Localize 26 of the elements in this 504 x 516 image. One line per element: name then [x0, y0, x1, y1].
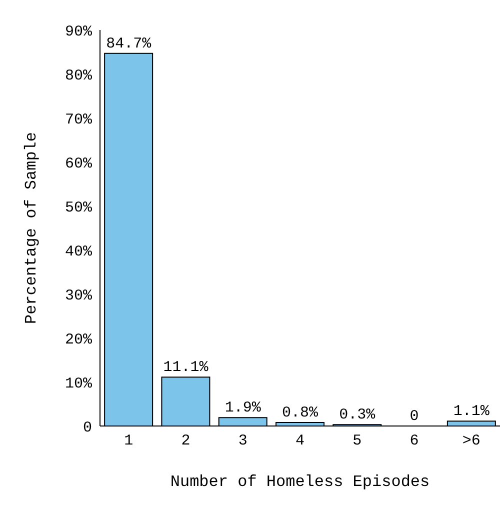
- x-tick-label: 3: [238, 432, 248, 450]
- x-tick-label: 6: [410, 432, 419, 450]
- x-tick-label: 4: [295, 432, 305, 450]
- y-tick-label: 90%: [64, 23, 93, 40]
- data-label: 0.3%: [339, 406, 376, 424]
- data-label: 0.8%: [282, 404, 319, 422]
- y-tick-label: 70%: [64, 111, 93, 128]
- x-tick-label: >6: [462, 432, 480, 450]
- data-label: 1.1%: [453, 403, 490, 420]
- x-tick-label: 2: [181, 432, 190, 450]
- data-label: 0: [410, 408, 419, 425]
- data-label: 1.9%: [224, 400, 262, 417]
- x-axis-title: Number of Homeless Episodes: [170, 473, 430, 491]
- y-tick-label: 80%: [64, 67, 93, 84]
- data-label: 84.7%: [106, 35, 152, 52]
- y-axis-title: Percentage of Sample: [22, 132, 41, 324]
- x-tick-label: 1: [124, 432, 134, 450]
- y-tick-label: 50%: [64, 199, 93, 216]
- data-label: 11.1%: [163, 359, 210, 376]
- y-tick-label: 40%: [64, 243, 93, 260]
- y-tick-label: 10%: [64, 375, 93, 392]
- x-tick-label: 5: [352, 432, 362, 450]
- y-tick-label: 0: [82, 419, 92, 436]
- y-tick-label: 60%: [64, 155, 93, 172]
- y-tick-label: 30%: [64, 287, 93, 304]
- y-tick-label: 20%: [64, 331, 93, 348]
